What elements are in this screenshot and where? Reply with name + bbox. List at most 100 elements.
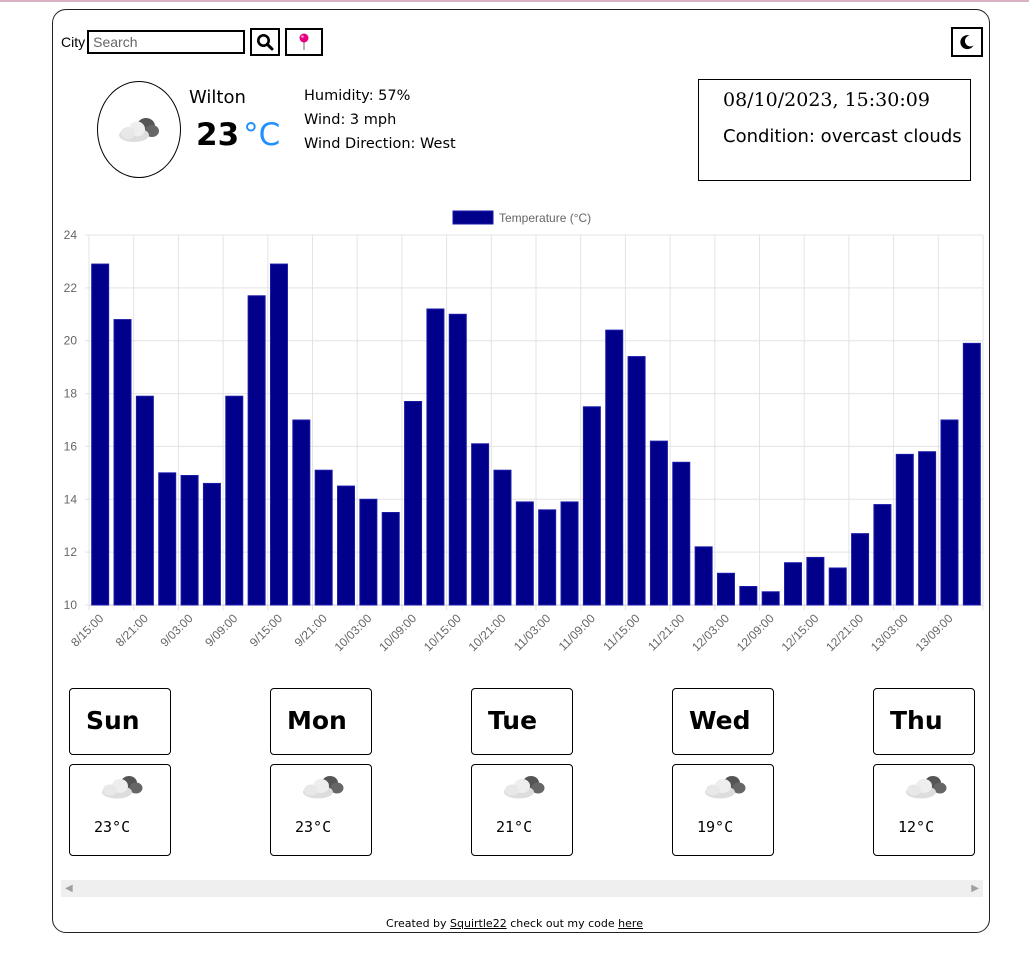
temperature-value: 23 [196,117,240,153]
dark-mode-toggle[interactable] [951,27,983,57]
forecast-day-name: Tue [471,688,573,755]
author-link[interactable]: Squirtle22 [450,917,507,930]
overcast-clouds-icon [119,117,159,142]
bar [962,342,981,606]
forecast-temperature: 23°C [94,818,131,836]
footer-text-1: Created by [386,917,451,930]
bar [627,356,646,606]
x-tick-label: 10/21:00 [466,611,509,654]
forecast-icon-wrap [299,773,345,806]
bar [493,469,512,606]
x-tick-label: 11/15:00 [600,611,643,654]
temperature-chart: 10 12 14 16 18 20 22 24 8/15:00 8/21:00 9/03:00 9/0… [64,210,984,654]
code-link[interactable]: here [618,917,643,930]
forecast-day-card: 21°C [471,764,573,856]
bar [761,591,780,606]
x-tick-label: 9/15:00 [247,611,285,649]
bar [582,406,601,606]
x-tick-label: 9/03:00 [157,611,195,649]
forecast-day-card: 23°C [69,764,171,856]
forecast-day-name: Mon [270,688,372,755]
scroll-left-arrow-icon[interactable]: ◀ [65,883,73,894]
legend-swatch [452,210,494,225]
location-button[interactable] [285,28,324,56]
bar [605,329,624,606]
datetime-box: 08/10/2023, 15:30:09 Condition: overcast… [698,79,971,181]
bar [739,586,758,606]
bar [292,419,311,606]
bar [180,475,199,606]
bar [202,482,221,606]
bar [359,498,378,606]
bar [694,546,713,606]
current-temperature: 23 °C [196,117,280,153]
datetime: 08/10/2023, 15:30:09 [723,89,930,111]
bar [851,533,870,606]
forecast-temperature: 12°C [898,818,935,836]
search-bar: City [61,28,324,56]
weather-details: Humidity: 57% Wind: 3 mph Wind Direction… [304,84,456,156]
x-tick-label: 11/03:00 [511,611,554,654]
overcast-clouds-icon [906,776,947,799]
overcast-clouds-icon [504,776,545,799]
x-tick-label: 10/09:00 [376,611,419,654]
x-tick-label: 11/09:00 [556,611,599,654]
bar [515,501,534,606]
bar [560,501,579,606]
temperature-unit: °C [243,117,281,153]
bar [471,443,490,606]
forecast-temperature: 19°C [697,818,734,836]
forecast-day-card: 19°C [672,764,774,856]
pushpin-icon [299,33,309,50]
x-tick-label: 10/15:00 [421,611,464,654]
top-border-line [0,0,1029,2]
footer-text-2: check out my code [506,917,619,930]
search-icon [257,34,274,51]
y-tick-label: 16 [64,439,78,453]
weather-card [52,9,990,933]
x-tick-label: 10/03:00 [332,611,375,654]
bar [247,295,266,606]
x-tick-label: 12/09:00 [734,611,777,654]
bar [225,395,244,606]
x-tick-label: 8/21:00 [113,611,151,649]
y-tick-label: 20 [64,334,78,348]
forecast-day-name: Thu [873,688,975,755]
x-tick-label: 8/15:00 [68,611,106,649]
footer: Created by Squirtle22 check out my code … [0,917,1029,930]
bar [135,395,154,606]
wind-speed: Wind: 3 mph [304,112,397,128]
bar [649,440,668,606]
humidity: Humidity: 57% [304,88,411,104]
y-tick-label: 14 [64,492,78,506]
forecast-temperature: 23°C [295,818,332,836]
current-weather-icon-frame [97,81,181,178]
bar [158,472,177,606]
x-tick-label: 12/03:00 [689,611,732,654]
horizontal-scrollbar[interactable]: ◀ ▶ [61,880,983,897]
bar [828,567,847,606]
search-input[interactable] [87,30,246,54]
y-tick-label: 24 [64,228,78,242]
bar [269,263,288,606]
y-tick-label: 18 [64,387,78,401]
bar [918,451,937,606]
bar [538,509,557,606]
scroll-right-arrow-icon[interactable]: ▶ [971,883,979,894]
bar [873,504,892,606]
overcast-clouds-icon [102,776,143,799]
bar [672,461,691,606]
bar [784,562,803,606]
bar [314,469,333,606]
bar [895,453,914,606]
bar [940,419,959,606]
forecast-icon-wrap [701,773,747,806]
legend-label: Temperature (°C) [499,211,591,225]
y-tick-label: 22 [64,281,78,295]
x-tick-label: 13/03:00 [868,611,911,654]
bar [381,512,400,606]
bar [716,572,735,606]
x-tick-label: 9/09:00 [202,611,240,649]
search-button[interactable] [250,28,281,56]
x-tick-label: 11/21:00 [645,611,688,654]
